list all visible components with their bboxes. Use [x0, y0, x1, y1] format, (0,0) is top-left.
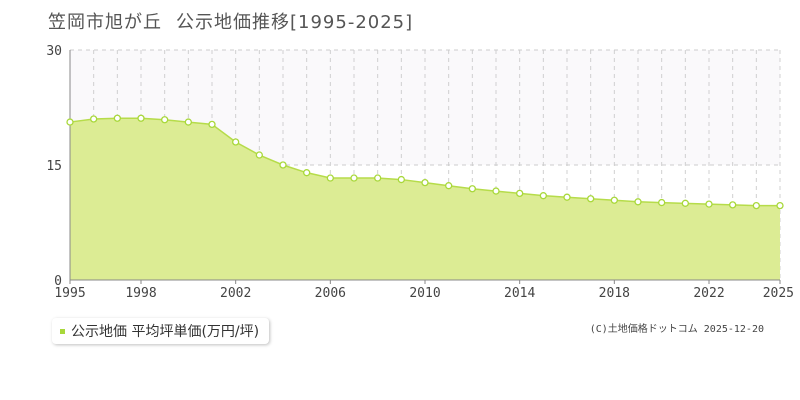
data-point [421, 178, 429, 187]
data-point [445, 182, 453, 190]
data-point [66, 118, 74, 126]
legend-label: 公示地価 平均坪単価(万円/坪) [71, 324, 260, 340]
chart-title-location: 笠岡市旭が丘 [48, 12, 162, 33]
data-point [397, 175, 405, 184]
data-point [303, 169, 311, 177]
x-tick-label: 2010 [409, 286, 440, 301]
x-tick-label: 1995 [54, 286, 85, 301]
data-point [516, 189, 524, 198]
y-tick-label: 0 [54, 274, 62, 289]
data-point [634, 198, 642, 206]
data-point [255, 151, 263, 159]
data-point [776, 201, 784, 210]
data-point [681, 199, 689, 207]
data-point [468, 185, 476, 193]
x-tick-label: 2022 [693, 286, 724, 301]
x-tick-label: 2014 [504, 286, 535, 301]
x-tick-label: 2006 [315, 286, 346, 301]
data-point [374, 174, 382, 182]
data-point [539, 192, 547, 200]
data-point [729, 201, 737, 209]
y-tick-label: 30 [46, 44, 62, 59]
data-point [752, 201, 760, 210]
data-point [184, 118, 192, 126]
data-point [90, 115, 98, 123]
data-point [587, 195, 595, 203]
data-point [208, 120, 216, 129]
x-tick-label: 2025 [763, 286, 794, 301]
x-tick-label: 1998 [125, 286, 156, 301]
chart-title-subtitle: 公示地価推移[1995-2025] [176, 12, 414, 33]
data-point [137, 114, 145, 122]
data-point [658, 198, 666, 207]
legend-swatch [60, 328, 65, 334]
data-point [610, 196, 618, 204]
data-point [113, 114, 121, 122]
data-point [350, 174, 358, 182]
x-tick-label: 2002 [220, 286, 251, 301]
y-tick-label: 15 [46, 159, 62, 174]
data-point [161, 116, 169, 124]
data-point [326, 174, 334, 182]
data-point [279, 161, 287, 169]
data-point [563, 193, 571, 201]
data-point [705, 200, 713, 208]
series-area [70, 118, 780, 280]
legend: 公示地価 平均坪単価(万円/坪) [52, 318, 270, 344]
data-point [232, 138, 240, 146]
x-tick-label: 2018 [599, 286, 630, 301]
chart-title: 笠岡市旭が丘 公示地価推移[1995-2025] [48, 8, 413, 34]
data-point [492, 187, 500, 195]
credit-text: (C)土地価格ドットコム 2025-12-20 [589, 324, 764, 335]
